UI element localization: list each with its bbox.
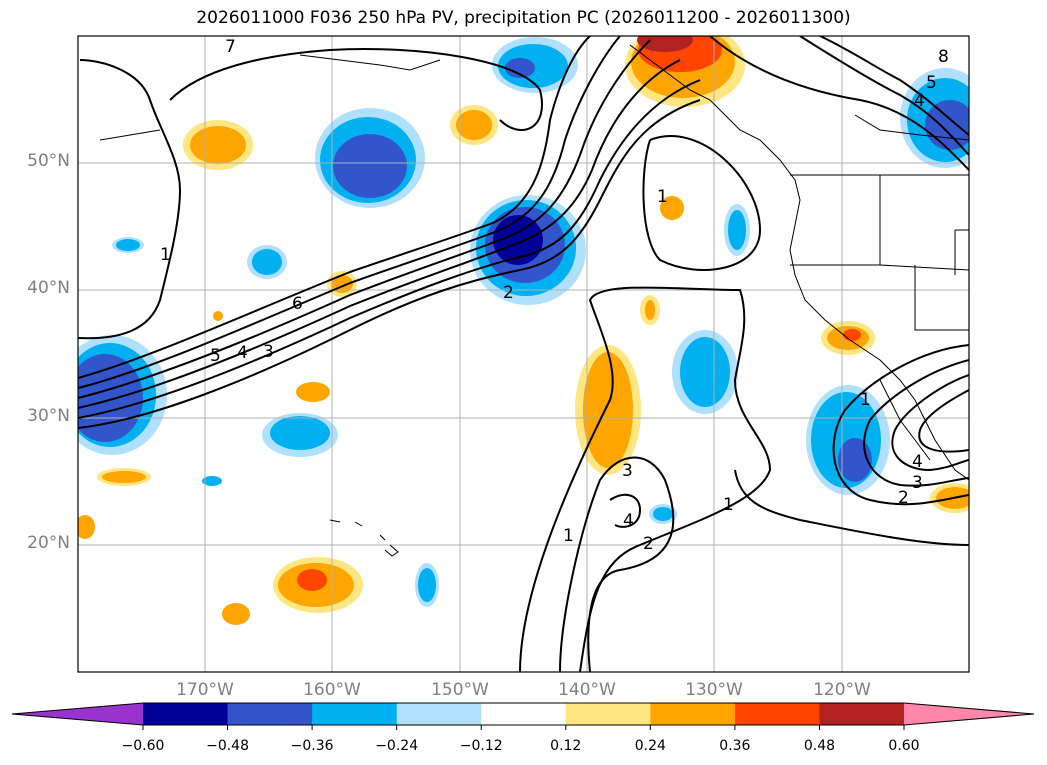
- contour-label: 5: [210, 346, 221, 366]
- contour-label: 1: [860, 390, 871, 410]
- colorbar: [11, 702, 1035, 730]
- contour-label: 4: [914, 91, 925, 111]
- contour-label: 1: [723, 495, 734, 515]
- colorbar-tick-label: 0.60: [888, 738, 920, 754]
- colorbar-segment: [565, 703, 651, 725]
- contour-label: 1: [657, 187, 668, 207]
- colorbar-tick-label: 0.36: [719, 738, 751, 754]
- gridlines: [78, 36, 969, 672]
- colorbar-segment: [227, 703, 313, 725]
- contour-label: 4: [623, 511, 634, 531]
- colorbar-segment: [396, 703, 482, 725]
- colorbar-tick-label: 0.12: [550, 738, 582, 754]
- colorbar-segment: [734, 703, 820, 725]
- coastlines: [99, 44, 969, 557]
- colorbar-segment: [819, 703, 905, 725]
- colorbar-tick-label: 0.48: [803, 738, 836, 754]
- colorbar-extend-high: [904, 703, 1034, 725]
- lon-label: 140°W: [558, 680, 616, 700]
- colorbar-segment: [312, 703, 398, 725]
- lat-label: 40°N: [27, 278, 70, 298]
- contour-label: 6: [292, 294, 303, 314]
- contour-label: 3: [912, 473, 923, 493]
- contour-label: 2: [503, 283, 514, 303]
- colorbar-segment: [481, 703, 567, 725]
- contour-label: 8: [938, 47, 949, 67]
- contour-label: 1: [160, 245, 171, 265]
- colorbar-tick-label: −0.60: [121, 738, 165, 754]
- contour-label: 4: [912, 452, 923, 472]
- colorbar-tick-label: −0.12: [459, 738, 503, 754]
- contour-label: 3: [263, 342, 274, 362]
- colorbar-tick-label: −0.48: [206, 738, 249, 754]
- lon-label: 170°W: [176, 680, 234, 700]
- colorbar-tick-label: −0.36: [290, 738, 334, 754]
- colorbar-segment: [143, 703, 229, 725]
- map-title: 2026011000 F036 250 hPa PV, precipitatio…: [196, 8, 851, 28]
- contour-label: 4: [237, 343, 248, 363]
- negative-anomaly-regions: [78, 37, 969, 607]
- lon-label: 120°W: [813, 680, 871, 700]
- lat-label: 30°N: [27, 406, 70, 426]
- contour-label-group: 7 6 5 4 3 2 1 1 1 1 3 4 2 1 4 3 2 8 4 5: [160, 37, 949, 554]
- lon-label: 130°W: [685, 680, 743, 700]
- colorbar-extend-low: [12, 703, 143, 725]
- colorbar-tick-label: 0.24: [634, 738, 666, 754]
- lat-label: 50°N: [27, 151, 70, 171]
- colorbar-tick-label: −0.24: [375, 738, 419, 754]
- lon-label: 160°W: [303, 680, 361, 700]
- contour-label: 3: [622, 461, 633, 481]
- colorbar-segment: [650, 703, 736, 725]
- map-frame: [77, 35, 970, 673]
- contour-label: 2: [898, 488, 909, 508]
- lat-label: 20°N: [27, 533, 70, 553]
- contour-label: 1: [563, 526, 574, 546]
- contour-label: 7: [225, 37, 236, 57]
- lon-label: 150°W: [431, 680, 489, 700]
- pv-contours: [78, 36, 969, 672]
- contour-label: 5: [926, 73, 937, 93]
- contour-label: 2: [643, 534, 654, 554]
